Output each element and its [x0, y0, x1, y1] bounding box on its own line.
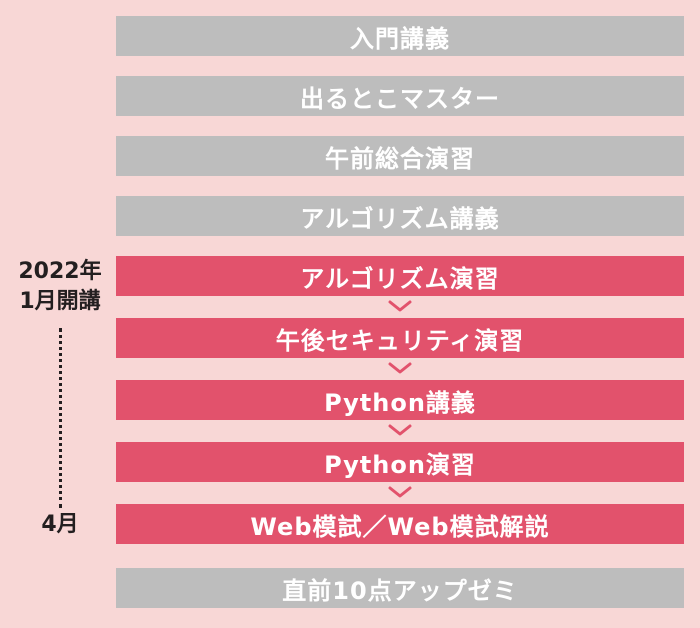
step-python-lecture: Python講義	[116, 380, 684, 420]
timeline-start-month: 1月開講	[19, 289, 101, 314]
timeline-start-label: 2022年 1月開講	[10, 257, 110, 317]
step-python-practice: Python演習	[116, 442, 684, 482]
timeline-dotted-line	[59, 328, 62, 508]
timeline-start-year: 2022年	[18, 259, 102, 284]
step-afternoon-security-practice: 午後セキュリティ演習	[116, 318, 684, 358]
step-final-boost-seminar: 直前10点アップゼミ	[116, 568, 684, 608]
chevron-down-icon	[388, 300, 412, 312]
chevron-down-icon	[388, 424, 412, 436]
step-key-points-master: 出るとこマスター	[116, 76, 684, 116]
step-web-mock-exam: Web模試／Web模試解説	[116, 504, 684, 544]
step-morning-general-practice: 午前総合演習	[116, 136, 684, 176]
step-intro-lecture: 入門講義	[116, 16, 684, 56]
step-algorithm-practice: アルゴリズム演習	[116, 256, 684, 296]
step-algorithm-lecture: アルゴリズム講義	[116, 196, 684, 236]
chevron-down-icon	[388, 362, 412, 374]
chevron-down-icon	[388, 486, 412, 498]
timeline-end-label: 4月	[41, 512, 79, 537]
